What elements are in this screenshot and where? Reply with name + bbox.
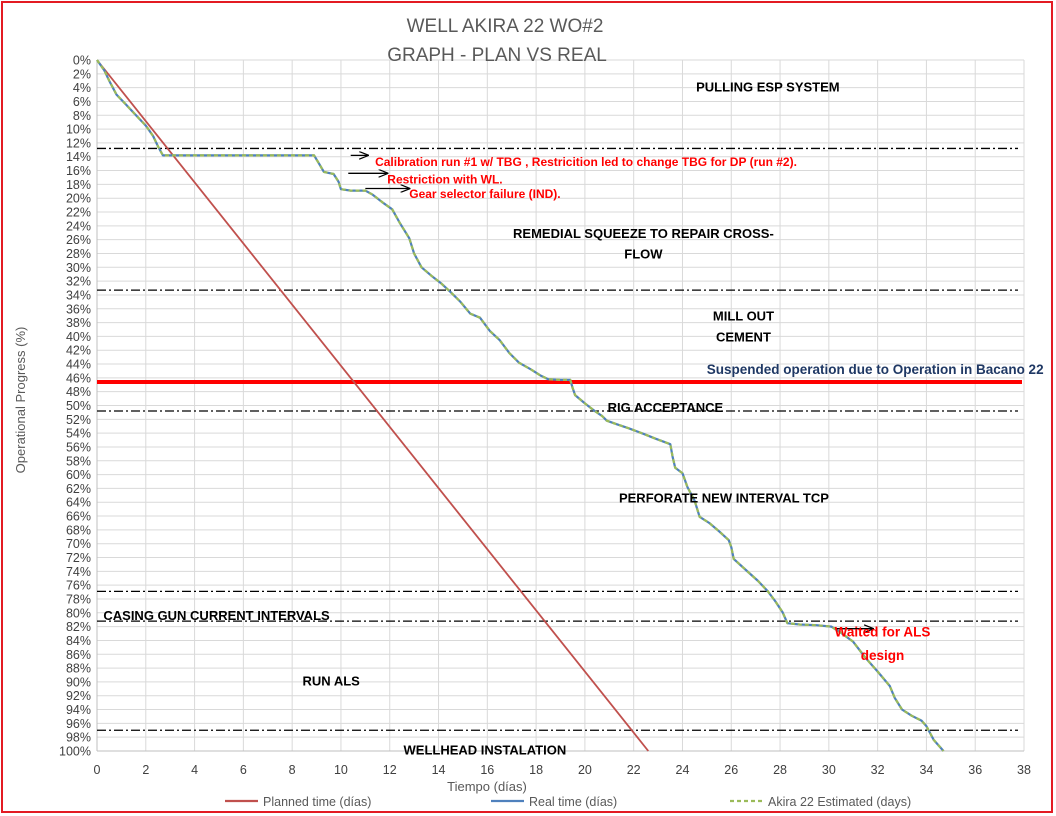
y-tick-label: 4% (73, 81, 91, 95)
x-tick-label: 28 (773, 763, 787, 777)
annotation-text: Restriction with WL. (387, 172, 502, 186)
annotation-text: Calibration run #1 w/ TBG , Restricition… (375, 155, 797, 169)
y-tick-label: 96% (66, 717, 91, 731)
x-tick-label: 6 (240, 763, 247, 777)
x-tick-label: 38 (1017, 763, 1031, 777)
y-tick-label: 36% (66, 302, 91, 316)
y-tick-label: 6% (73, 95, 91, 109)
y-tick-label: 80% (66, 606, 91, 620)
y-tick-label: 48% (66, 385, 91, 399)
x-tick-label: 22 (627, 763, 641, 777)
annotation-text: Gear selector failure (IND). (409, 187, 560, 201)
annotation-text: Waited for ALS (835, 625, 931, 640)
x-tick-label: 30 (822, 763, 836, 777)
x-tick-label: 0 (94, 763, 101, 777)
y-tick-label: 24% (66, 219, 91, 233)
y-tick-label: 12% (66, 136, 91, 150)
phase-label: RUN ALS (303, 674, 361, 689)
y-tick-label: 62% (66, 482, 91, 496)
x-tick-label: 8 (289, 763, 296, 777)
y-tick-label: 26% (66, 233, 91, 247)
y-tick-label: 78% (66, 592, 91, 606)
phase-label: REMEDIAL SQUEEZE TO REPAIR CROSS- (513, 226, 774, 241)
phase-label: RIG ACCEPTANCE (608, 400, 724, 415)
y-tick-label: 64% (66, 496, 91, 510)
y-tick-label: 98% (66, 731, 91, 745)
x-tick-label: 12 (383, 763, 397, 777)
chart-title: WELL AKIRA 22 WO#2 (407, 16, 604, 37)
x-tick-label: 32 (871, 763, 885, 777)
x-tick-label: 18 (529, 763, 543, 777)
y-tick-label: 56% (66, 440, 91, 454)
y-tick-label: 8% (73, 109, 91, 123)
phase-label: FLOW (624, 246, 663, 261)
y-tick-label: 68% (66, 523, 91, 537)
y-tick-label: 50% (66, 399, 91, 413)
y-tick-label: 100% (59, 745, 91, 759)
x-tick-label: 26 (724, 763, 738, 777)
phase-label: WELLHEAD INSTALATION (404, 743, 567, 758)
y-tick-label: 94% (66, 703, 91, 717)
legend-label: Real time (días) (529, 795, 617, 809)
y-tick-label: 28% (66, 247, 91, 261)
y-tick-label: 92% (66, 689, 91, 703)
y-tick-label: 40% (66, 330, 91, 344)
y-tick-label: 66% (66, 510, 91, 524)
legend-label: Planned time (días) (263, 795, 371, 809)
phase-label: PULLING ESP SYSTEM (696, 79, 840, 94)
phase-label: MILL OUT (713, 309, 774, 324)
y-tick-label: 18% (66, 178, 91, 192)
y-tick-label: 82% (66, 620, 91, 634)
series-line-1 (96, 59, 945, 752)
x-tick-label: 2 (142, 763, 149, 777)
y-tick-label: 20% (66, 192, 91, 206)
y-tick-label: 22% (66, 206, 91, 220)
y-tick-label: 30% (66, 261, 91, 275)
x-tick-label: 4 (191, 763, 198, 777)
y-tick-label: 60% (66, 468, 91, 482)
y-tick-label: 42% (66, 344, 91, 358)
y-tick-label: 44% (66, 358, 91, 372)
phase-label: PERFORATE NEW INTERVAL TCP (619, 490, 829, 505)
x-tick-label: 34 (919, 763, 933, 777)
legend-label: Akira 22 Estimated (days) (768, 795, 911, 809)
y-tick-label: 34% (66, 288, 91, 302)
y-tick-label: 86% (66, 648, 91, 662)
phase-label: CEMENT (716, 329, 771, 344)
phase-label: CASING GUN CURRENT INTERVALS (103, 608, 330, 623)
y-tick-label: 14% (66, 150, 91, 164)
y-tick-label: 10% (66, 123, 91, 137)
y-tick-label: 0% (73, 54, 91, 68)
y-tick-label: 46% (66, 371, 91, 385)
y-tick-label: 76% (66, 579, 91, 593)
y-tick-label: 88% (66, 662, 91, 676)
x-tick-label: 24 (676, 763, 690, 777)
x-tick-label: 36 (968, 763, 982, 777)
y-tick-label: 52% (66, 413, 91, 427)
y-tick-label: 74% (66, 565, 91, 579)
chart-subtitle: GRAPH - PLAN VS REAL (387, 45, 607, 66)
y-tick-label: 72% (66, 551, 91, 565)
annotation-text: design (861, 648, 905, 663)
y-tick-label: 90% (66, 675, 91, 689)
x-tick-label: 20 (578, 763, 592, 777)
y-tick-label: 16% (66, 164, 91, 178)
y-tick-label: 38% (66, 316, 91, 330)
annotation-text: Suspended operation due to Operation in … (707, 362, 1044, 377)
x-axis-title: Tiempo (días) (447, 779, 527, 794)
y-tick-label: 58% (66, 454, 91, 468)
x-tick-label: 14 (432, 763, 446, 777)
y-tick-label: 32% (66, 275, 91, 289)
y-tick-label: 2% (73, 67, 91, 81)
y-tick-label: 70% (66, 537, 91, 551)
x-tick-label: 16 (480, 763, 494, 777)
series-line-0 (96, 59, 650, 752)
x-tick-label: 10 (334, 763, 348, 777)
y-axis-title: Operational Progress (%) (13, 327, 28, 474)
y-tick-label: 54% (66, 427, 91, 441)
y-tick-label: 84% (66, 634, 91, 648)
